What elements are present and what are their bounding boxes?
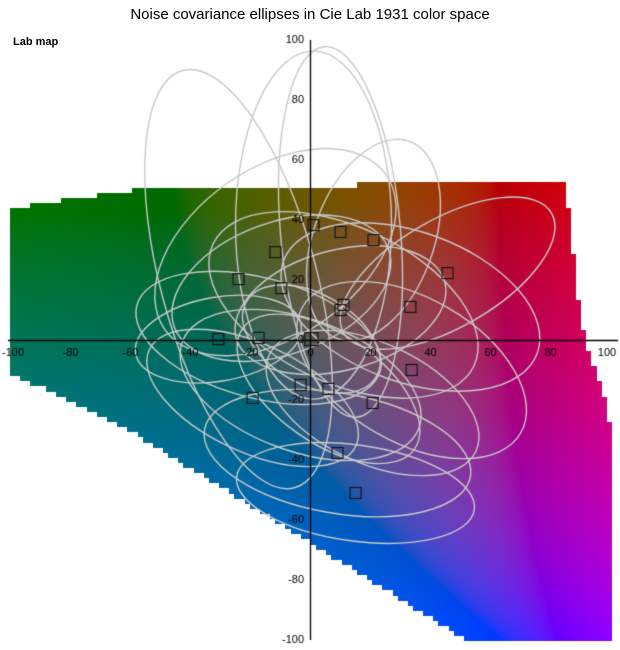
lab-map-label: Lab map [13,36,59,48]
page-title: Noise covariance ellipses in Cie Lab 193… [130,6,490,23]
